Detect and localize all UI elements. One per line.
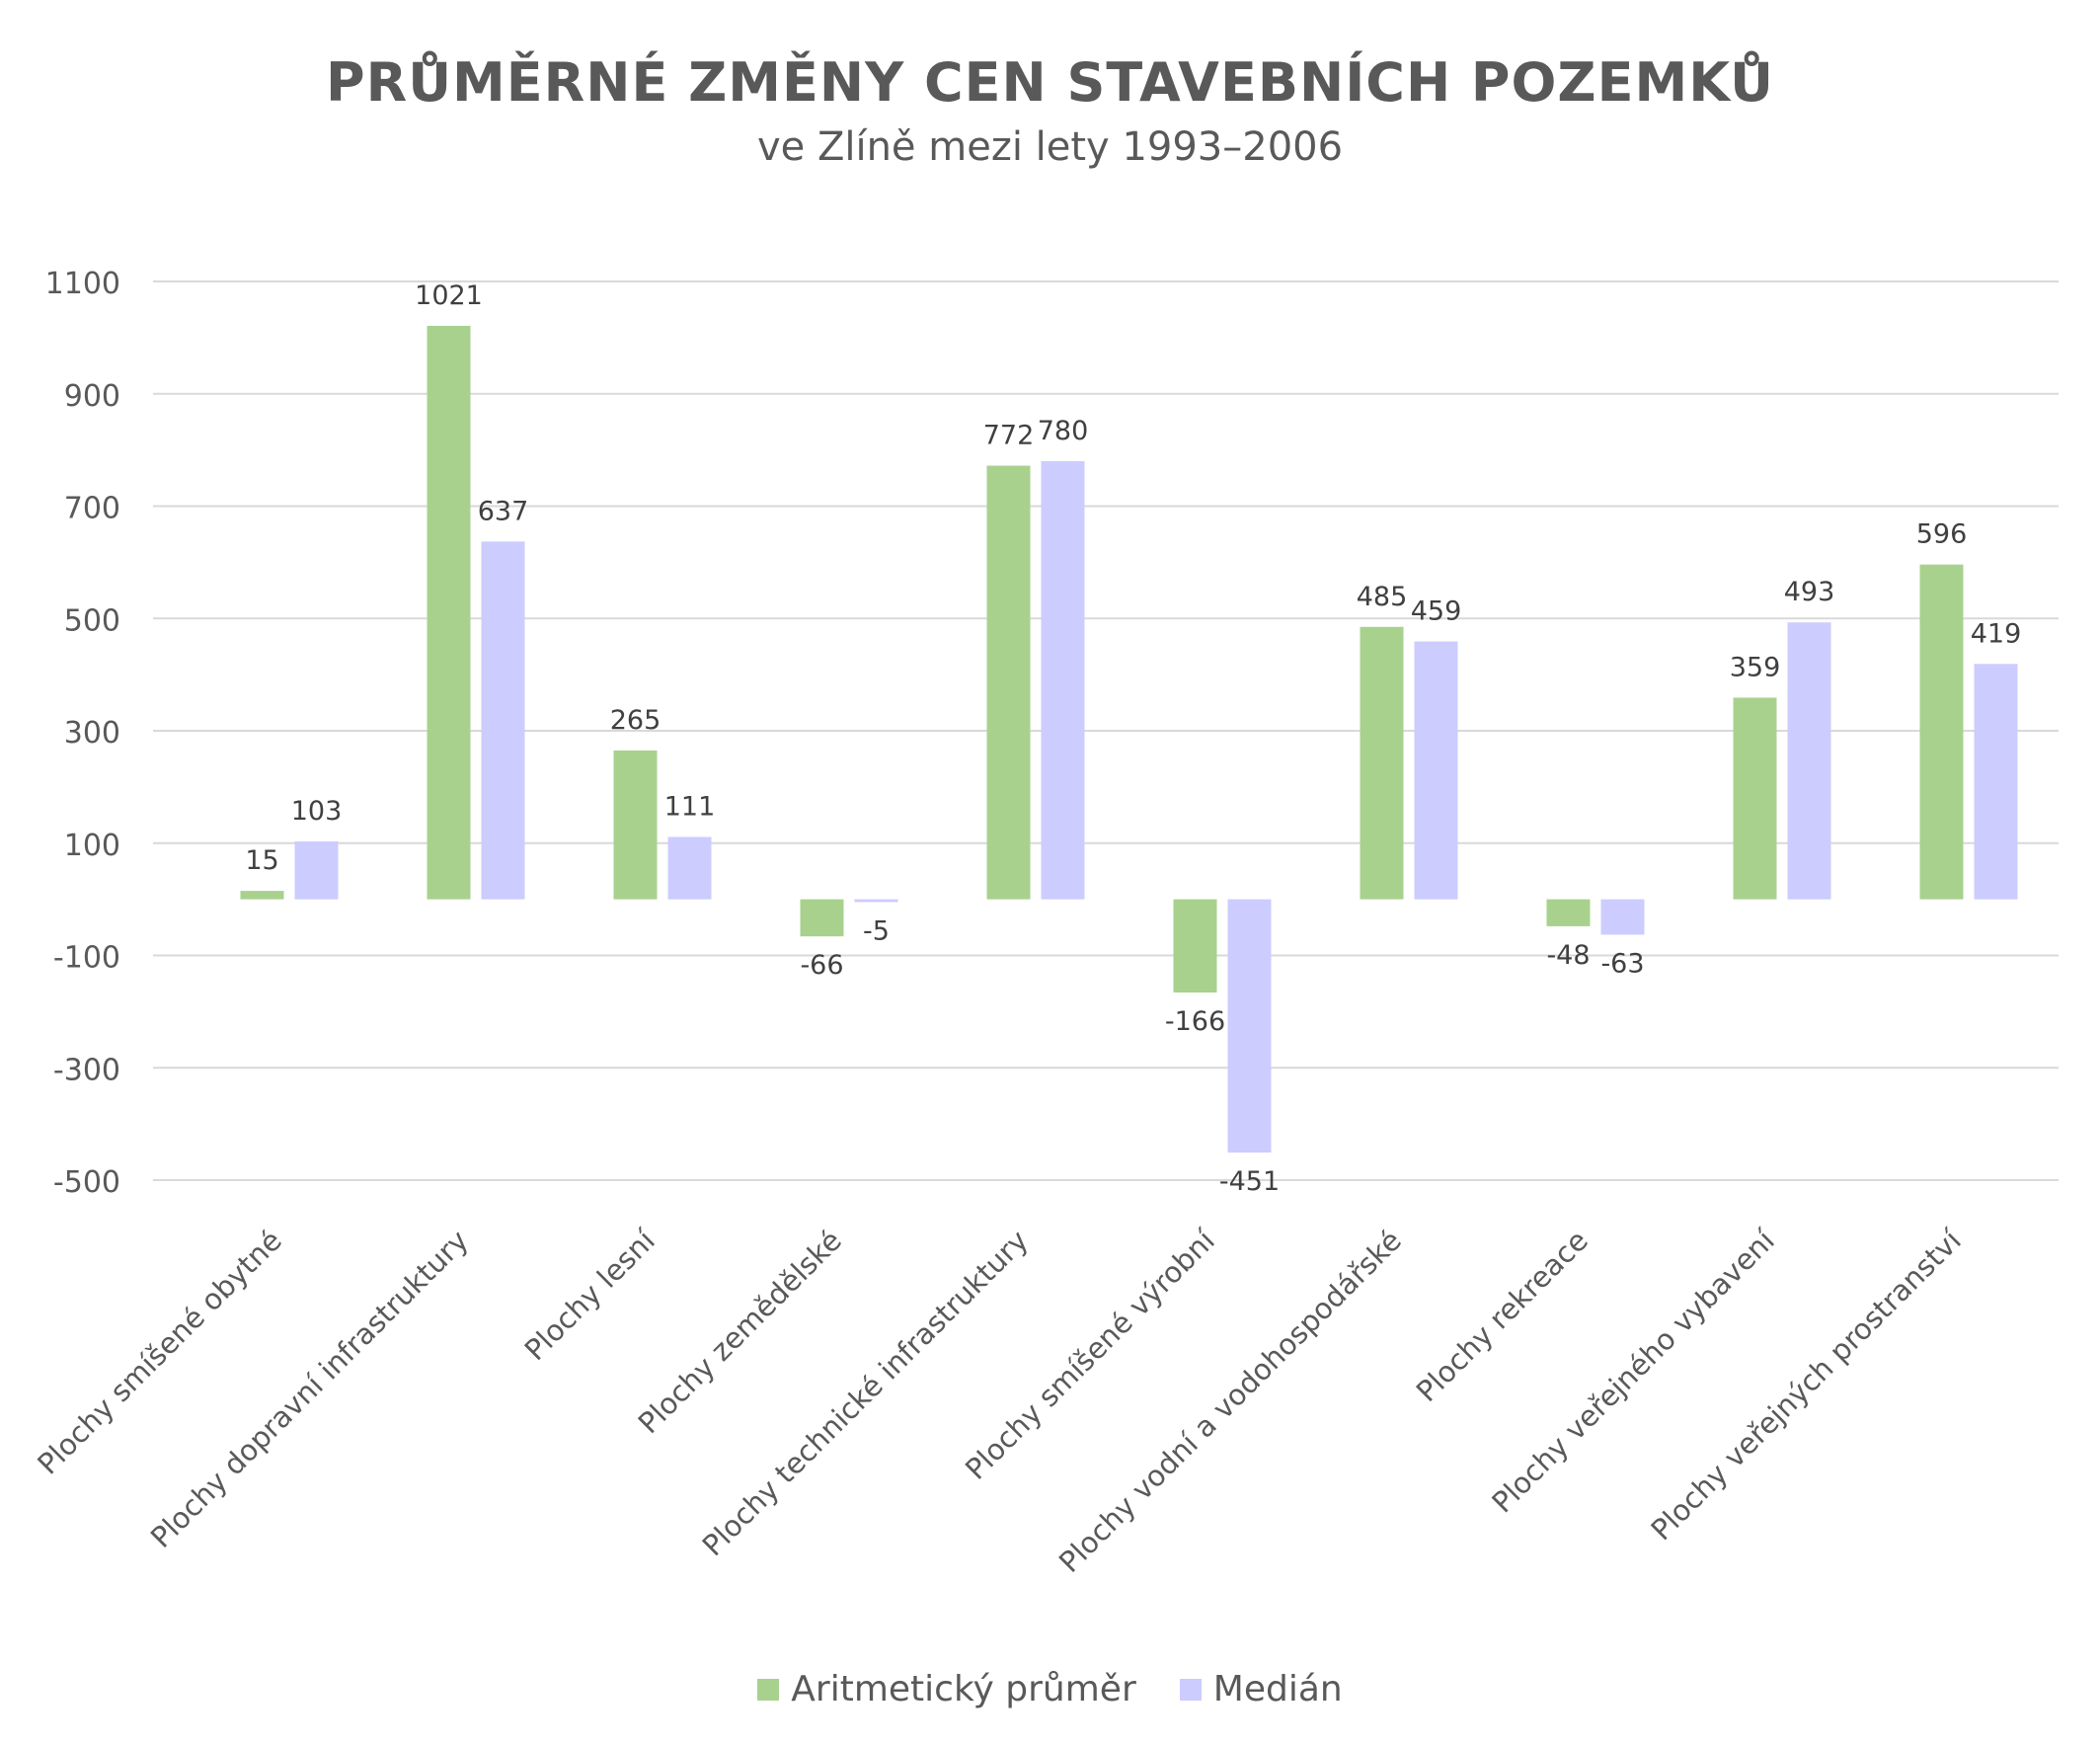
bar-median — [1600, 899, 1645, 935]
data-label-median: -5 — [863, 915, 890, 946]
gridlines — [153, 280, 2059, 1181]
y-tick-label: -100 — [53, 941, 120, 976]
data-label-mean: 1021 — [415, 280, 483, 311]
chart-subtitle: ve Zlíně mezi lety 1993–2006 — [756, 124, 1344, 170]
bar-mean — [427, 325, 471, 900]
legend: Aritmetický průměr Medián — [0, 1669, 2100, 1709]
data-labels: 15 103 1021 637 265 111 -66 -5 772 780 -166 -451 485… — [245, 280, 2021, 1197]
bar-mean — [800, 899, 844, 937]
data-label-mean: 596 — [1916, 519, 1968, 550]
data-label-mean: -48 — [1546, 940, 1590, 971]
bar-median — [1787, 622, 1831, 900]
legend-label-median: Medián — [1212, 1669, 1343, 1709]
data-label-median: -451 — [1219, 1166, 1280, 1197]
legend-item-median: Medián — [1179, 1669, 1343, 1709]
bar-median — [1974, 664, 2018, 900]
legend-swatch-median — [1179, 1678, 1202, 1701]
y-tick-label: 500 — [64, 603, 120, 638]
bar-mean — [1919, 564, 1964, 900]
bar-mean — [1546, 899, 1591, 926]
bar-mean — [1733, 697, 1777, 900]
y-axis-tick-labels: 1100 900 700 500 300 100 -100 -300 -500 — [45, 267, 120, 1200]
bar-median — [854, 899, 898, 903]
y-tick-label: 300 — [64, 716, 120, 751]
x-tick-label: Plochy technické infrastruktury — [696, 1224, 1035, 1562]
data-label-median: -63 — [1600, 948, 1644, 979]
bar-mean — [1360, 626, 1404, 900]
bar-median — [481, 541, 525, 900]
bar-median — [1414, 641, 1458, 900]
x-tick-label: Plochy veřejných prostranství — [1645, 1223, 1969, 1547]
data-label-mean: -66 — [800, 950, 843, 981]
y-tick-label: 1100 — [45, 267, 120, 301]
y-tick-label: -500 — [53, 1165, 120, 1200]
chart-title: PRŮMĚRNÉ ZMĚNY CEN STAVEBNÍCH POZEMKŮ — [326, 51, 1774, 114]
x-tick-label: Plochy lesní — [518, 1223, 662, 1367]
bar-median — [1227, 899, 1272, 1153]
y-tick-label: 100 — [64, 829, 120, 863]
bars — [240, 325, 2018, 1153]
data-label-mean: 485 — [1357, 582, 1408, 612]
bar-mean — [986, 465, 1031, 900]
data-label-median: 111 — [664, 791, 716, 822]
data-label-median: 493 — [1784, 577, 1835, 607]
data-label-median: 103 — [291, 796, 343, 827]
legend-label-mean: Aritmetický průměr — [791, 1669, 1136, 1709]
bar-median — [667, 836, 712, 900]
legend-item-mean: Aritmetický průměr — [757, 1669, 1136, 1709]
data-label-median: 459 — [1411, 596, 1462, 627]
y-tick-label: 900 — [64, 379, 120, 414]
x-tick-label: Plochy zemědělské — [632, 1224, 848, 1440]
data-label-median: 637 — [478, 496, 529, 526]
data-label-median: 419 — [1971, 618, 2022, 649]
data-label-median: 780 — [1038, 416, 1089, 446]
x-tick-label: Plochy vodní a vodohospodářské — [1052, 1224, 1408, 1579]
bar-mean — [240, 891, 284, 900]
data-label-mean: -166 — [1165, 1006, 1225, 1037]
data-label-mean: 772 — [983, 421, 1035, 451]
data-label-mean: 15 — [245, 845, 278, 876]
y-tick-label: -300 — [53, 1053, 120, 1087]
bar-mean — [613, 750, 658, 900]
bar-median — [294, 841, 339, 900]
y-tick-label: 700 — [64, 492, 120, 526]
data-label-mean: 265 — [610, 705, 661, 736]
x-tick-label: Plochy dopravní infrastruktury — [144, 1224, 475, 1554]
bar-mean — [1173, 899, 1217, 993]
data-label-mean: 359 — [1730, 652, 1781, 682]
legend-swatch-mean — [757, 1678, 780, 1701]
x-tick-label: Plochy rekreace — [1410, 1224, 1594, 1408]
bar-median — [1041, 461, 1085, 900]
